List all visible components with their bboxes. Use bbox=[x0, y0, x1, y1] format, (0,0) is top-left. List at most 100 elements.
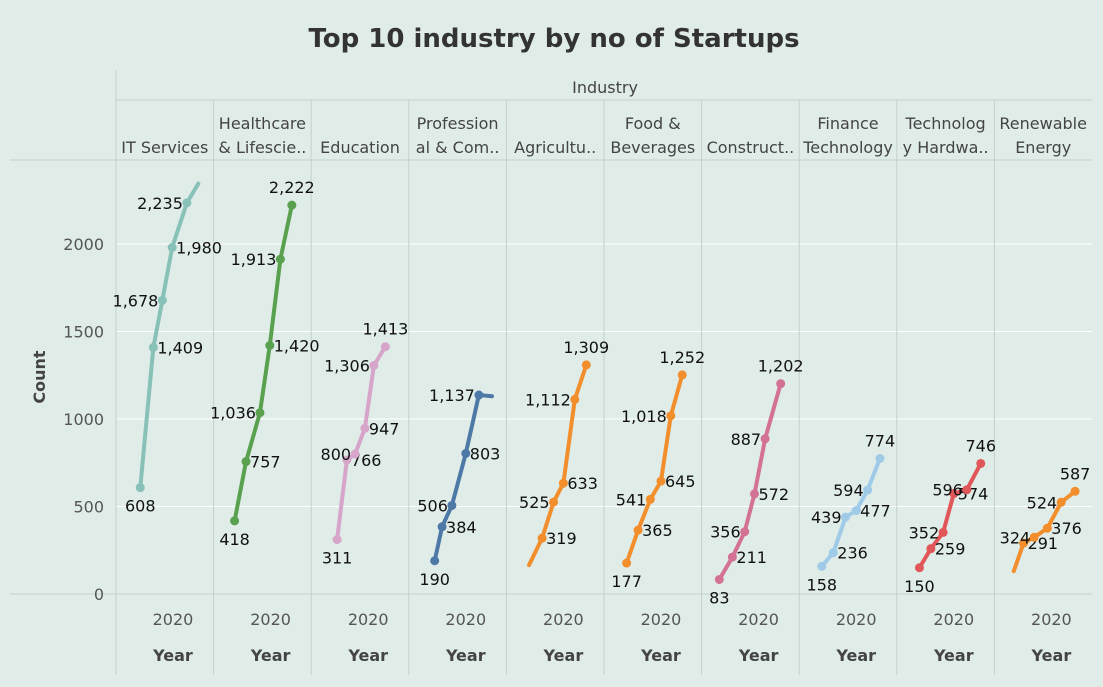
x-axis-title: Year bbox=[640, 646, 681, 665]
data-point bbox=[727, 552, 737, 562]
data-point bbox=[461, 448, 471, 458]
series-line bbox=[624, 372, 685, 566]
data-label: 541 bbox=[616, 490, 647, 509]
industry-header-label: Renewable bbox=[999, 114, 1087, 133]
data-label: 506 bbox=[417, 496, 448, 515]
series-line bbox=[335, 344, 388, 542]
panel-2: Healthcare & Lifescie.. 418 757 1,036 1,420 1,… bbox=[210, 114, 319, 665]
x-tick-label: 2020 bbox=[738, 610, 779, 629]
data-point bbox=[332, 535, 342, 545]
data-point bbox=[976, 458, 986, 468]
data-label: 803 bbox=[470, 444, 501, 463]
data-point bbox=[430, 556, 440, 566]
data-point bbox=[828, 548, 838, 558]
data-point bbox=[148, 342, 158, 352]
data-point bbox=[776, 379, 786, 389]
data-point bbox=[760, 434, 770, 444]
x-axis-title: Year bbox=[445, 646, 486, 665]
industry-header-label: Technology bbox=[802, 138, 893, 157]
data-point bbox=[962, 485, 972, 495]
data-point bbox=[926, 544, 936, 554]
x-tick-label: 2020 bbox=[348, 610, 389, 629]
data-point bbox=[275, 254, 285, 264]
data-point bbox=[570, 394, 580, 404]
data-label: 774 bbox=[865, 432, 896, 451]
y-tick-label: 0 bbox=[94, 585, 104, 604]
x-axis-title: Year bbox=[835, 646, 876, 665]
x-tick-label: 2020 bbox=[445, 610, 486, 629]
x-axis-title: Year bbox=[543, 646, 584, 665]
data-point bbox=[380, 342, 390, 352]
industry-header-label: IT Services bbox=[121, 138, 208, 157]
data-label: 365 bbox=[642, 521, 673, 540]
data-label: 633 bbox=[567, 474, 598, 493]
panel-1: IT Services 608 1,409 1,678 1,980 2,235 2020 Ye… bbox=[113, 138, 222, 665]
data-label: 757 bbox=[250, 453, 281, 472]
x-axis-title: Year bbox=[738, 646, 779, 665]
data-label: 1,420 bbox=[274, 337, 320, 356]
data-point bbox=[633, 525, 643, 535]
industry-header-label: Agricultu.. bbox=[514, 138, 596, 157]
data-label: 1,913 bbox=[231, 250, 277, 269]
industry-header-label: y Hardwa.. bbox=[903, 138, 989, 157]
x-tick-label: 2020 bbox=[641, 610, 682, 629]
panel-7: Construct.. 83 211 356 572 887 1,202 2020 Year bbox=[707, 138, 804, 665]
data-label: 1,980 bbox=[176, 239, 222, 258]
data-label: 311 bbox=[322, 549, 353, 568]
x-tick-label: 2020 bbox=[836, 610, 877, 629]
data-label: 1,202 bbox=[758, 357, 804, 376]
y-tick-label: 2000 bbox=[63, 235, 104, 254]
data-point bbox=[1019, 538, 1029, 548]
panel-4: Profession al & Com.. 190 384 506 803 1,137 202… bbox=[416, 114, 501, 665]
industry-header-label: Healthcare bbox=[219, 114, 306, 133]
data-label: 211 bbox=[736, 548, 767, 567]
data-label: 259 bbox=[935, 540, 966, 559]
data-point bbox=[558, 478, 568, 488]
data-label: 572 bbox=[758, 485, 789, 504]
data-point bbox=[740, 527, 750, 537]
data-label: 150 bbox=[904, 577, 935, 596]
data-point bbox=[437, 522, 447, 532]
data-label: 524 bbox=[1027, 493, 1058, 512]
data-point bbox=[581, 360, 591, 370]
series-line bbox=[527, 362, 589, 568]
data-label: 2,222 bbox=[269, 178, 315, 197]
data-point bbox=[817, 561, 827, 571]
data-point bbox=[656, 476, 666, 486]
data-point bbox=[157, 295, 167, 305]
data-point bbox=[677, 370, 687, 380]
data-label: 608 bbox=[125, 497, 156, 516]
frame-layer bbox=[10, 70, 1092, 675]
data-label: 177 bbox=[611, 572, 642, 591]
y-tick-label: 1500 bbox=[63, 323, 104, 342]
industry-header-label: Profession bbox=[417, 114, 499, 133]
data-label: 1,413 bbox=[362, 320, 408, 339]
data-point bbox=[255, 408, 265, 418]
data-label: 594 bbox=[833, 481, 864, 500]
x-tick-label: 2020 bbox=[933, 610, 974, 629]
data-label: 1,018 bbox=[621, 407, 667, 426]
series-line bbox=[232, 203, 294, 523]
industry-header-label: Education bbox=[320, 138, 400, 157]
data-label: 596 bbox=[932, 481, 963, 500]
data-label: 376 bbox=[1051, 519, 1082, 538]
y-axis: 0 500 1000 1500 2000 bbox=[63, 235, 104, 604]
data-label: 83 bbox=[709, 588, 729, 607]
data-point bbox=[241, 457, 251, 467]
y-axis-title: Count bbox=[30, 350, 49, 404]
panel-8: Finance Technology 158 236 439 477 594 774 2020 Y… bbox=[802, 114, 895, 665]
data-label: 1,306 bbox=[324, 356, 370, 375]
x-axis-title: Year bbox=[152, 646, 193, 665]
data-label: 1,112 bbox=[525, 390, 571, 409]
x-axis-title: Year bbox=[933, 646, 974, 665]
panel-5: Agricultu.. 319 525 633 1,112 1,309 2020 Year bbox=[514, 138, 609, 665]
industry-header-label: Technolog bbox=[905, 114, 986, 133]
data-point bbox=[350, 449, 360, 459]
industry-header-label: Finance bbox=[817, 114, 878, 133]
series-line bbox=[138, 181, 201, 490]
x-axis-title: Year bbox=[347, 646, 388, 665]
data-point bbox=[875, 454, 885, 464]
data-label: 1,309 bbox=[563, 338, 609, 357]
industry-header-label: Food & bbox=[625, 114, 681, 133]
